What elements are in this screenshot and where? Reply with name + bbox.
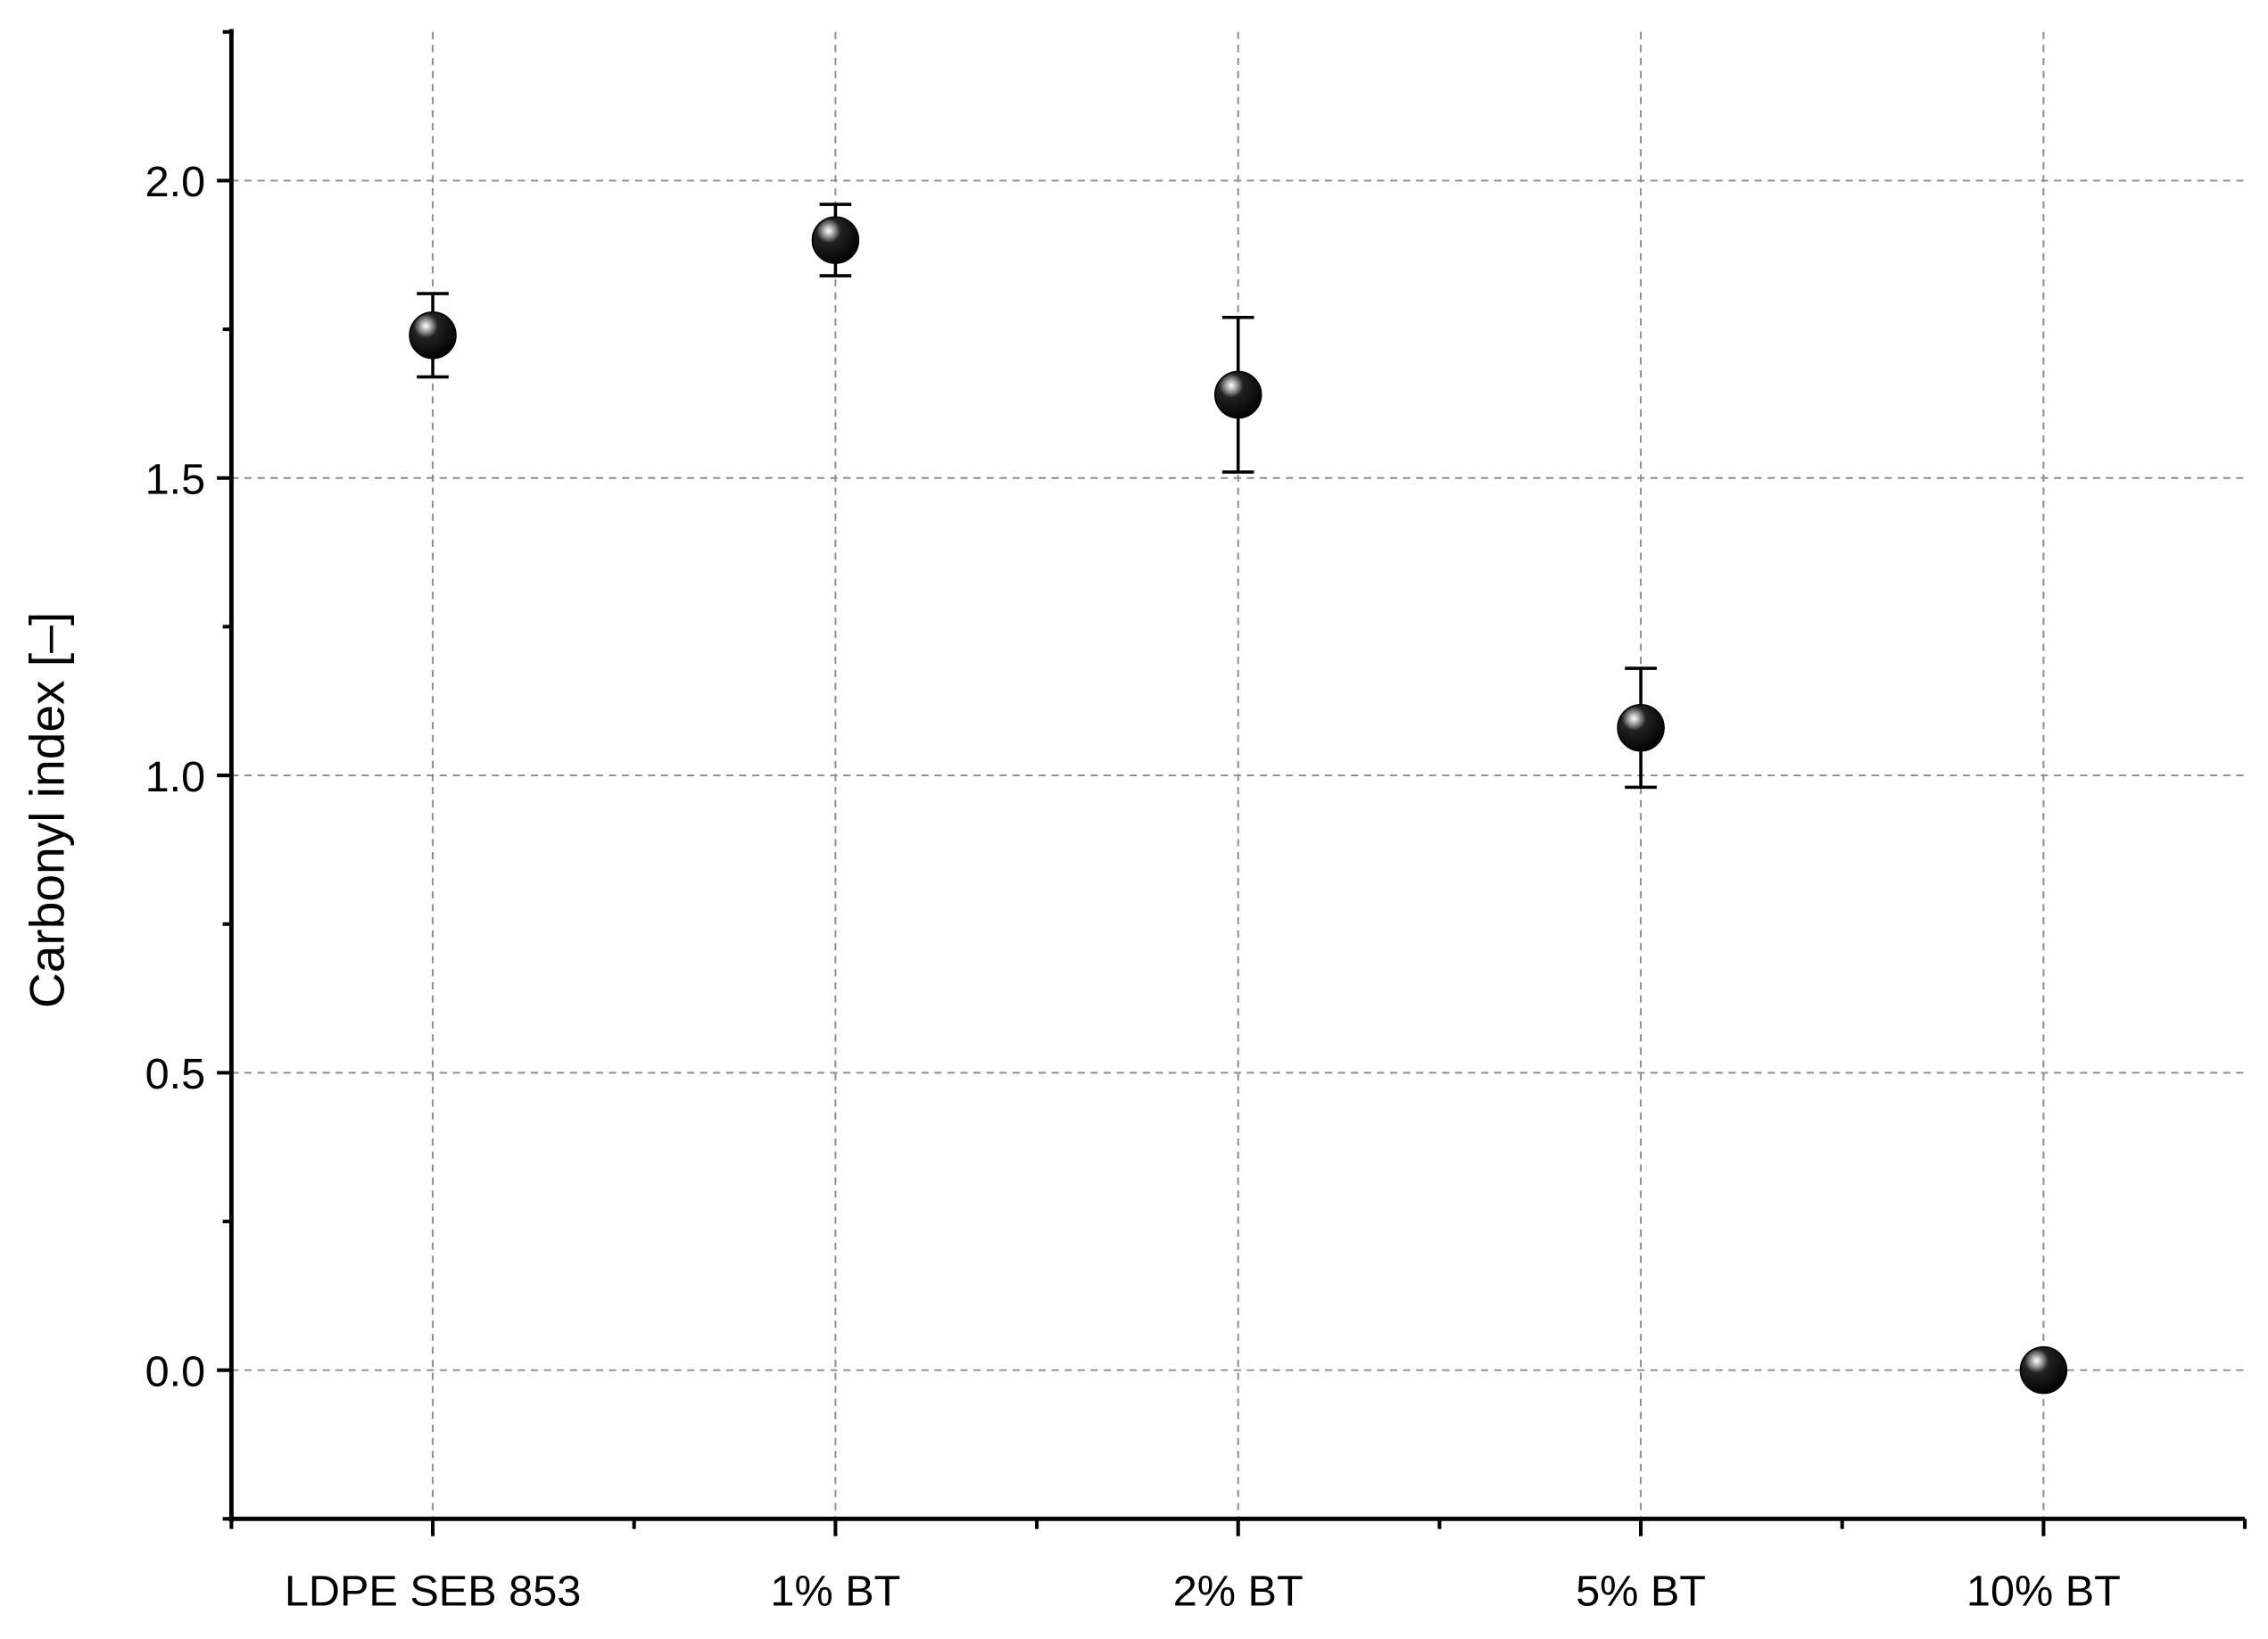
marker: [2019, 1345, 2068, 1395]
x-tick-label: 10% BT: [1966, 1568, 2121, 1616]
y-tick-label: 1.5: [145, 456, 206, 504]
x-tick-label: LDPE SEB 853: [285, 1568, 581, 1616]
marker: [1617, 703, 1665, 752]
y-tick-label: 0.0: [145, 1348, 206, 1396]
x-tick-label: 1% BT: [770, 1568, 900, 1616]
marker: [811, 216, 860, 264]
y-axis-label: Carbonyl index [–]: [19, 612, 74, 1008]
y-tick-label: 0.5: [145, 1050, 206, 1098]
x-tick-label: 2% BT: [1173, 1568, 1304, 1616]
marker: [409, 311, 457, 360]
x-tick-label: 5% BT: [1576, 1568, 1706, 1616]
y-tick-label: 2.0: [145, 158, 206, 206]
y-tick-label: 1.0: [145, 753, 206, 801]
marker: [1213, 370, 1262, 419]
